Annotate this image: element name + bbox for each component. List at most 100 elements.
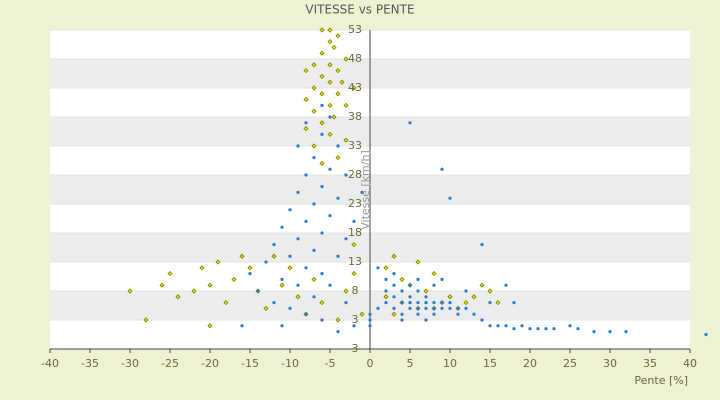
point xyxy=(279,282,285,288)
point xyxy=(424,306,428,310)
point xyxy=(496,324,500,328)
y-axis-title: Vitesse [km/h] xyxy=(359,150,372,230)
point xyxy=(320,185,324,189)
point xyxy=(288,208,292,212)
point xyxy=(312,248,316,252)
point xyxy=(319,91,325,97)
x-tick-label: 15 xyxy=(483,357,497,370)
y-tick-label: 18 xyxy=(348,226,362,239)
point xyxy=(280,225,284,229)
point xyxy=(400,318,404,322)
point xyxy=(207,323,213,329)
point xyxy=(423,288,429,294)
y-tick-label: 33 xyxy=(348,139,362,152)
point xyxy=(344,173,348,177)
point xyxy=(416,312,420,316)
point xyxy=(351,242,357,248)
y-tick-label: 13 xyxy=(348,255,362,268)
point xyxy=(432,283,436,287)
point xyxy=(440,306,444,310)
point xyxy=(199,265,205,271)
point xyxy=(331,44,337,50)
point xyxy=(304,219,308,223)
point xyxy=(447,294,453,300)
point xyxy=(432,306,436,310)
point xyxy=(336,196,340,200)
point xyxy=(424,295,428,299)
x-tick-label: 40 xyxy=(683,357,697,370)
point xyxy=(392,295,396,299)
chart-title: VITESSE vs PENTE xyxy=(305,3,414,17)
point xyxy=(311,143,317,149)
point xyxy=(392,283,396,287)
x-tick-label: -5 xyxy=(325,357,336,370)
point xyxy=(343,102,349,108)
point xyxy=(336,144,340,148)
point xyxy=(288,254,292,258)
point xyxy=(335,68,341,74)
point xyxy=(352,324,356,328)
point xyxy=(328,214,332,218)
point xyxy=(432,312,436,316)
point xyxy=(336,330,340,334)
y-tick-label: 53 xyxy=(348,23,362,36)
point xyxy=(327,102,333,108)
point xyxy=(312,202,316,206)
point xyxy=(408,295,412,299)
point xyxy=(376,306,380,310)
point xyxy=(624,330,628,334)
point xyxy=(512,301,516,305)
point xyxy=(592,330,596,334)
x-tick-label: -30 xyxy=(121,357,139,370)
point xyxy=(248,272,252,276)
point xyxy=(311,62,317,68)
point xyxy=(408,306,412,310)
point xyxy=(304,312,308,316)
point xyxy=(327,27,333,33)
point xyxy=(320,318,324,322)
x-tick-label: 20 xyxy=(523,357,537,370)
point xyxy=(247,265,253,271)
point xyxy=(344,237,348,241)
x-tick-label: -10 xyxy=(281,357,299,370)
point xyxy=(495,300,501,306)
point xyxy=(456,306,460,310)
point xyxy=(448,301,452,305)
point xyxy=(343,56,349,62)
point xyxy=(343,137,349,143)
point xyxy=(311,108,317,114)
point xyxy=(704,332,708,337)
point xyxy=(304,121,308,125)
point xyxy=(392,272,396,276)
point xyxy=(287,265,293,271)
point xyxy=(464,289,468,293)
y-tick-label: 28 xyxy=(348,168,362,181)
point xyxy=(335,33,341,39)
y-tick-label: 3 xyxy=(352,342,359,355)
point xyxy=(471,294,477,300)
point xyxy=(383,265,389,271)
point xyxy=(383,294,389,300)
point xyxy=(327,131,333,137)
point xyxy=(432,301,436,305)
point xyxy=(319,73,325,79)
point xyxy=(312,295,316,299)
point xyxy=(280,277,284,281)
point xyxy=(288,306,292,310)
point xyxy=(320,132,324,136)
plot xyxy=(49,27,708,353)
point xyxy=(464,306,468,310)
x-tick-label: 5 xyxy=(407,357,414,370)
y-tick-label: 43 xyxy=(348,81,362,94)
x-tick-label: -40 xyxy=(41,357,59,370)
point xyxy=(296,237,300,241)
point xyxy=(408,121,412,125)
x-tick-label: 0 xyxy=(367,357,374,370)
point xyxy=(528,327,532,331)
x-tick-label: -20 xyxy=(201,357,219,370)
point xyxy=(303,68,309,74)
point xyxy=(512,327,516,331)
point xyxy=(303,126,309,132)
point xyxy=(263,305,269,311)
point xyxy=(472,312,476,316)
